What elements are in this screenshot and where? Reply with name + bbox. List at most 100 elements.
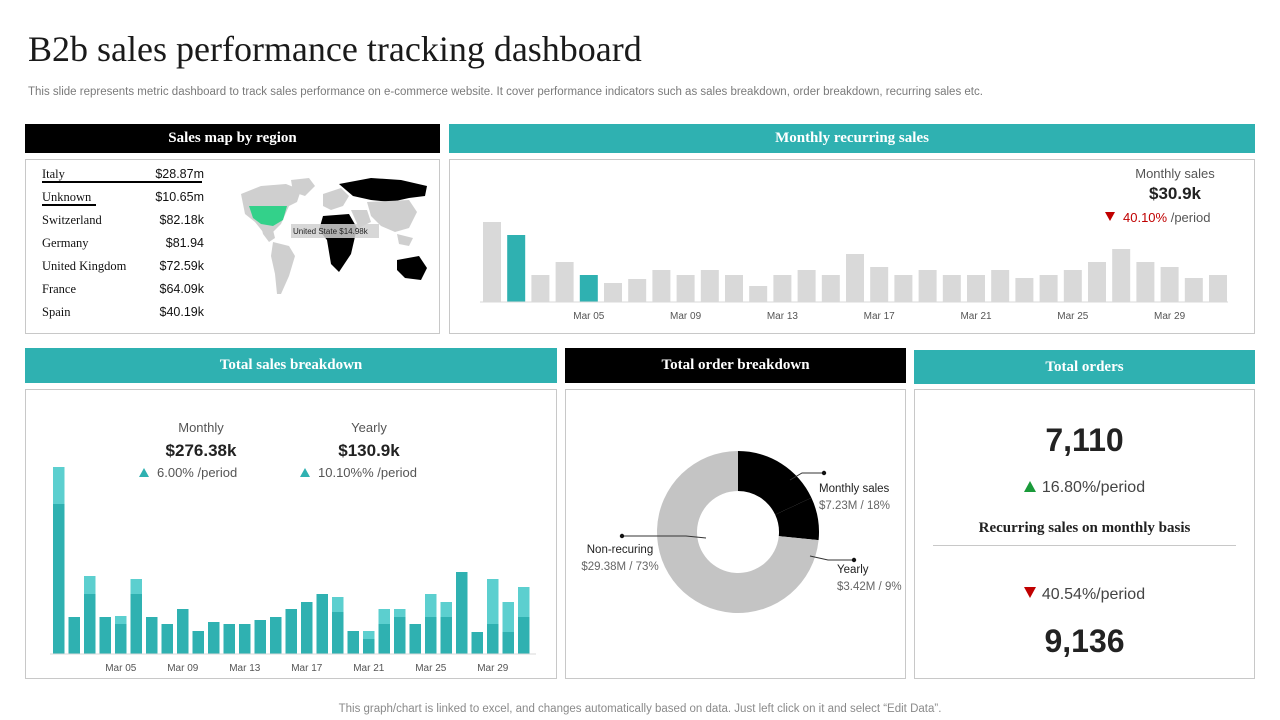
region-name: Germany bbox=[42, 236, 89, 250]
bar bbox=[846, 254, 864, 302]
monthly-sales-change-suffix: /period bbox=[1167, 210, 1211, 225]
bar bbox=[507, 235, 526, 302]
map-label-box bbox=[291, 224, 379, 238]
x-tick-label: Mar 05 bbox=[573, 311, 605, 322]
bar bbox=[967, 275, 985, 302]
region-name: United Kingdom bbox=[42, 259, 127, 273]
leader-line bbox=[789, 472, 824, 481]
order-breakdown-panel: Monthly sales $7.23M / 18% Yearly $3.42M / … bbox=[565, 389, 906, 679]
bar bbox=[700, 270, 719, 302]
leader-dot bbox=[851, 557, 857, 563]
map-se-asia bbox=[397, 234, 413, 246]
page-footer: This graph/chart is linked to excel, and… bbox=[338, 703, 942, 715]
total-sales-panel: Monthly $276.38k 6.00% /period Yearly $1… bbox=[25, 389, 557, 679]
page-title: B2b sales performance tracking dashboard bbox=[28, 29, 642, 69]
world-map: United State $14.98k bbox=[241, 178, 427, 294]
region-value: $10.65m bbox=[155, 190, 204, 204]
x-tick-label: Mar 17 bbox=[864, 311, 896, 322]
sales-yearly-change: 10.10%% /period bbox=[300, 465, 417, 480]
page-subtitle: This slide represents metric dashboard t… bbox=[28, 86, 983, 98]
map-russia bbox=[339, 178, 427, 202]
italy-underline bbox=[42, 181, 202, 183]
region-value: $82.18k bbox=[159, 213, 204, 227]
bar-segment bbox=[99, 617, 111, 654]
bar-segment bbox=[115, 624, 127, 654]
region-value: $81.94 bbox=[165, 236, 204, 250]
bar-segment bbox=[115, 616, 127, 624]
bar bbox=[1112, 249, 1131, 302]
bar-segment bbox=[518, 617, 530, 654]
bar bbox=[604, 283, 622, 302]
x-tick-label: Mar 05 bbox=[105, 663, 137, 674]
monthly-recurring-header: Monthly recurring sales bbox=[449, 124, 1255, 153]
bar-segment bbox=[332, 612, 344, 654]
bar-segment bbox=[161, 624, 173, 654]
bar bbox=[579, 275, 598, 302]
region-name: Switzerland bbox=[42, 213, 102, 227]
leader-dot bbox=[619, 533, 625, 539]
up-arrow-icon bbox=[139, 468, 149, 477]
unknown-underline bbox=[42, 204, 96, 206]
sales-yearly-change-text: 10.10%% /period bbox=[318, 465, 418, 480]
recurring-change-text: 40.54%/period bbox=[1041, 586, 1146, 603]
bar-segment bbox=[223, 624, 235, 654]
x-tick-label: Mar 25 bbox=[1057, 311, 1089, 322]
map-asia bbox=[367, 200, 417, 232]
bar-segment bbox=[316, 594, 328, 654]
sales-map-panel: Italy $28.87m Unknown $10.65m Switzerland $82… bbox=[25, 159, 440, 334]
bar-segment bbox=[332, 597, 344, 612]
x-tick-label: Mar 29 bbox=[1154, 311, 1186, 322]
region-value: $72.59k bbox=[159, 259, 204, 273]
up-arrow-icon bbox=[1023, 481, 1036, 492]
total-orders-change: 16.80%/period bbox=[915, 479, 1254, 497]
bar-segment bbox=[239, 624, 251, 654]
bar-segment bbox=[208, 622, 220, 654]
region-name: Italy bbox=[42, 167, 65, 181]
map-usa bbox=[249, 206, 287, 226]
map-europe bbox=[323, 188, 349, 210]
bar bbox=[1063, 270, 1082, 302]
bar bbox=[918, 270, 937, 302]
bar-segment bbox=[502, 602, 514, 632]
recurring-value: 9,136 bbox=[1044, 623, 1125, 659]
slice-detail: $3.42M / 9% bbox=[837, 581, 902, 593]
map-central-america bbox=[261, 226, 275, 242]
bar-segment bbox=[53, 467, 65, 504]
x-tick-label: Mar 13 bbox=[767, 311, 799, 322]
bar-segment bbox=[347, 631, 359, 654]
region-name: France bbox=[42, 282, 77, 296]
bar-segment bbox=[425, 617, 437, 654]
region-name: Unknown bbox=[42, 190, 92, 204]
bar bbox=[531, 275, 550, 302]
x-tick-label: Mar 17 bbox=[291, 663, 323, 674]
bar bbox=[725, 275, 743, 302]
bar bbox=[1039, 275, 1058, 302]
total-orders-panel: 7,110 16.80%/period Recurring sales on m… bbox=[914, 389, 1255, 679]
bar-segment bbox=[456, 572, 468, 654]
x-tick-label: Mar 21 bbox=[353, 663, 385, 674]
x-tick-label: Mar 25 bbox=[415, 663, 447, 674]
leader-line bbox=[622, 535, 707, 539]
up-arrow-icon bbox=[300, 468, 310, 477]
bar-segment bbox=[192, 631, 204, 654]
x-tick-label: Mar 13 bbox=[229, 663, 261, 674]
x-tick-label: Mar 09 bbox=[167, 663, 199, 674]
bar-segment bbox=[440, 617, 452, 654]
total-sales-chart: Mar 05 Mar 09 Mar 13 Mar 17 Mar 21 Mar 25 Mar … bbox=[50, 467, 536, 674]
x-tick-label: Mar 21 bbox=[960, 311, 992, 322]
region-value: $40.19k bbox=[159, 305, 204, 319]
bar-segment bbox=[502, 632, 514, 654]
bar bbox=[991, 270, 1010, 302]
bar bbox=[628, 279, 647, 302]
x-tick-label: Mar 29 bbox=[477, 663, 509, 674]
total-orders-value: 7,110 bbox=[1045, 422, 1124, 458]
bar-segment bbox=[487, 579, 499, 624]
slice-label: Non-recuring bbox=[587, 544, 653, 556]
orders-divider bbox=[933, 545, 1236, 546]
slice-label: Monthly sales bbox=[819, 483, 890, 495]
bar-segment bbox=[363, 631, 375, 639]
bar-segment bbox=[254, 620, 266, 654]
bar-segment bbox=[363, 639, 375, 654]
bar bbox=[676, 275, 695, 302]
bar-segment bbox=[177, 609, 189, 654]
